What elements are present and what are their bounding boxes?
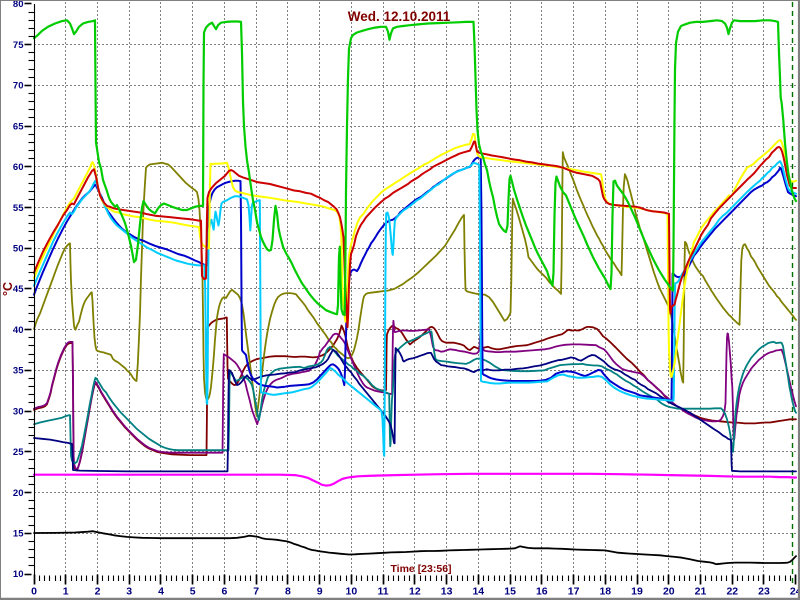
svg-text:25: 25 <box>13 447 24 458</box>
svg-text:20: 20 <box>13 488 24 499</box>
svg-text:4: 4 <box>158 586 164 598</box>
svg-text:24: 24 <box>790 586 800 598</box>
svg-text:2: 2 <box>95 586 101 598</box>
svg-text:16: 16 <box>536 586 548 598</box>
svg-text:8: 8 <box>285 586 291 598</box>
svg-text:Wed. 12.10.2011: Wed. 12.10.2011 <box>348 9 451 24</box>
svg-text:23: 23 <box>758 586 770 598</box>
svg-text:20: 20 <box>663 586 675 598</box>
svg-text:3: 3 <box>126 586 132 598</box>
svg-text:19: 19 <box>631 586 643 598</box>
svg-text:40: 40 <box>13 325 24 336</box>
svg-text:75: 75 <box>13 40 24 51</box>
svg-text:45: 45 <box>13 284 24 295</box>
svg-text:60: 60 <box>13 162 24 173</box>
svg-text:11: 11 <box>378 586 389 598</box>
svg-text:15: 15 <box>13 529 24 540</box>
svg-text:5: 5 <box>190 586 196 598</box>
svg-text:10: 10 <box>346 586 358 598</box>
svg-text:10: 10 <box>13 569 24 580</box>
svg-text:80: 80 <box>13 0 24 10</box>
svg-text:50: 50 <box>13 244 24 255</box>
svg-text:18: 18 <box>599 586 611 598</box>
svg-text:12: 12 <box>409 586 421 598</box>
svg-text:7: 7 <box>253 586 259 598</box>
svg-text:°C: °C <box>1 282 15 296</box>
svg-text:35: 35 <box>13 366 24 377</box>
svg-text:6: 6 <box>221 586 227 598</box>
svg-text:0: 0 <box>31 586 37 598</box>
svg-text:Time [23:56]: Time [23:56] <box>390 563 451 575</box>
svg-text:17: 17 <box>568 586 580 598</box>
svg-text:14: 14 <box>472 586 484 598</box>
svg-text:30: 30 <box>13 406 24 417</box>
svg-text:21: 21 <box>695 586 707 598</box>
svg-text:65: 65 <box>13 121 24 132</box>
svg-text:55: 55 <box>13 203 24 214</box>
svg-text:15: 15 <box>504 586 516 598</box>
svg-text:70: 70 <box>13 81 24 92</box>
svg-text:9: 9 <box>317 586 323 598</box>
svg-text:22: 22 <box>726 586 738 598</box>
svg-text:13: 13 <box>441 586 453 598</box>
svg-text:1: 1 <box>63 586 69 598</box>
